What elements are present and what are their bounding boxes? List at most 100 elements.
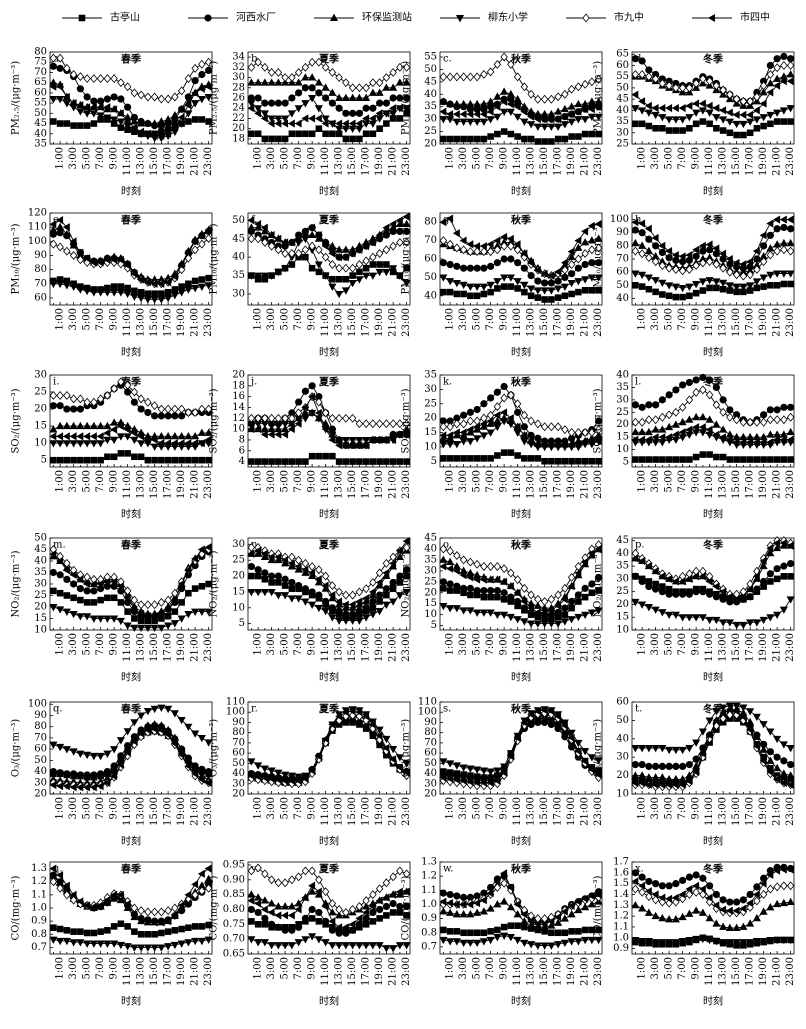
- marker: [548, 296, 555, 303]
- marker: [480, 562, 488, 571]
- x-tick-label: 9:00: [691, 957, 702, 979]
- marker: [459, 419, 468, 429]
- y-tick-label: 10: [616, 789, 629, 800]
- marker: [157, 609, 165, 618]
- marker: [56, 589, 64, 597]
- marker: [69, 939, 78, 947]
- marker: [513, 94, 522, 103]
- marker: [459, 428, 467, 437]
- marker: [56, 64, 64, 72]
- marker: [130, 387, 139, 397]
- y-tick-label: 16: [232, 391, 245, 402]
- x-tick-label: 11:00: [704, 470, 715, 499]
- x-tick-label: 7:00: [293, 470, 304, 492]
- x-tick-label: 3:00: [266, 470, 277, 492]
- y-axis-label: NO₂/(μg·m⁻³): [11, 550, 22, 617]
- y-axis-label: O₃/(μg·m⁻³): [11, 719, 22, 777]
- marker: [301, 936, 310, 944]
- marker: [184, 286, 193, 294]
- marker: [699, 287, 707, 294]
- marker: [198, 59, 206, 69]
- marker: [76, 750, 85, 758]
- marker: [137, 119, 146, 127]
- marker: [574, 568, 582, 578]
- marker: [170, 620, 179, 628]
- marker: [453, 290, 461, 298]
- marker: [645, 235, 653, 243]
- marker: [171, 903, 179, 913]
- y-tick-label: 40: [34, 556, 47, 567]
- marker: [315, 89, 323, 97]
- marker: [651, 233, 659, 243]
- marker: [137, 729, 145, 738]
- marker: [116, 289, 125, 297]
- x-tick-label: 7:00: [293, 308, 304, 330]
- marker: [308, 84, 316, 92]
- marker: [254, 425, 262, 434]
- marker: [375, 115, 384, 123]
- marker: [547, 720, 555, 729]
- marker: [547, 94, 556, 104]
- x-tick-label: 19:00: [758, 633, 769, 662]
- marker: [287, 119, 295, 128]
- marker: [685, 83, 694, 93]
- x-tick-label: 15:00: [731, 470, 742, 499]
- marker: [281, 911, 289, 920]
- marker: [493, 245, 502, 255]
- marker: [321, 115, 330, 123]
- y-tick-label: 34: [232, 52, 245, 63]
- marker: [328, 591, 336, 600]
- marker: [446, 260, 454, 269]
- marker: [322, 94, 330, 102]
- series-line: [251, 714, 407, 785]
- marker: [494, 285, 501, 292]
- marker: [110, 289, 119, 297]
- marker: [342, 78, 350, 88]
- marker: [692, 387, 700, 397]
- marker: [49, 741, 58, 749]
- marker: [321, 272, 330, 280]
- x-axis-label: 时刻: [319, 346, 339, 359]
- marker: [260, 549, 268, 558]
- marker: [275, 579, 282, 586]
- marker: [726, 406, 734, 414]
- y-tick-label: 70: [34, 67, 47, 78]
- marker: [678, 774, 687, 783]
- marker: [779, 77, 787, 86]
- marker: [685, 614, 694, 622]
- marker: [124, 450, 131, 457]
- marker: [521, 923, 528, 931]
- marker: [773, 109, 782, 117]
- marker: [294, 419, 302, 428]
- x-tick-label: 17:00: [163, 147, 174, 176]
- marker: [348, 590, 357, 600]
- marker: [493, 575, 501, 584]
- panel-label: k.: [443, 377, 452, 388]
- x-tick-label: 1:00: [637, 797, 648, 819]
- y-tick-label: 35: [616, 382, 629, 393]
- marker: [446, 135, 454, 143]
- marker: [274, 268, 283, 277]
- marker: [301, 415, 310, 423]
- marker: [376, 99, 384, 107]
- marker: [665, 104, 673, 113]
- marker: [117, 377, 125, 387]
- x-tick-label: 23:00: [203, 470, 214, 499]
- marker: [466, 72, 475, 82]
- panel-title: 春季: [121, 53, 142, 66]
- marker: [89, 752, 98, 761]
- marker: [288, 552, 296, 562]
- x-tick-label: 17:00: [361, 633, 372, 662]
- x-tick-label: 17:00: [163, 633, 174, 662]
- marker: [49, 425, 58, 433]
- marker: [247, 936, 256, 944]
- y-tick-label: 20: [232, 571, 245, 582]
- marker: [521, 135, 528, 143]
- marker: [69, 421, 78, 430]
- marker: [466, 110, 474, 119]
- marker: [514, 285, 521, 292]
- legend-label: 河西水厂: [236, 12, 276, 24]
- x-tick-label: 7:00: [95, 797, 106, 819]
- marker: [645, 877, 653, 886]
- x-tick-label: 1:00: [445, 633, 456, 655]
